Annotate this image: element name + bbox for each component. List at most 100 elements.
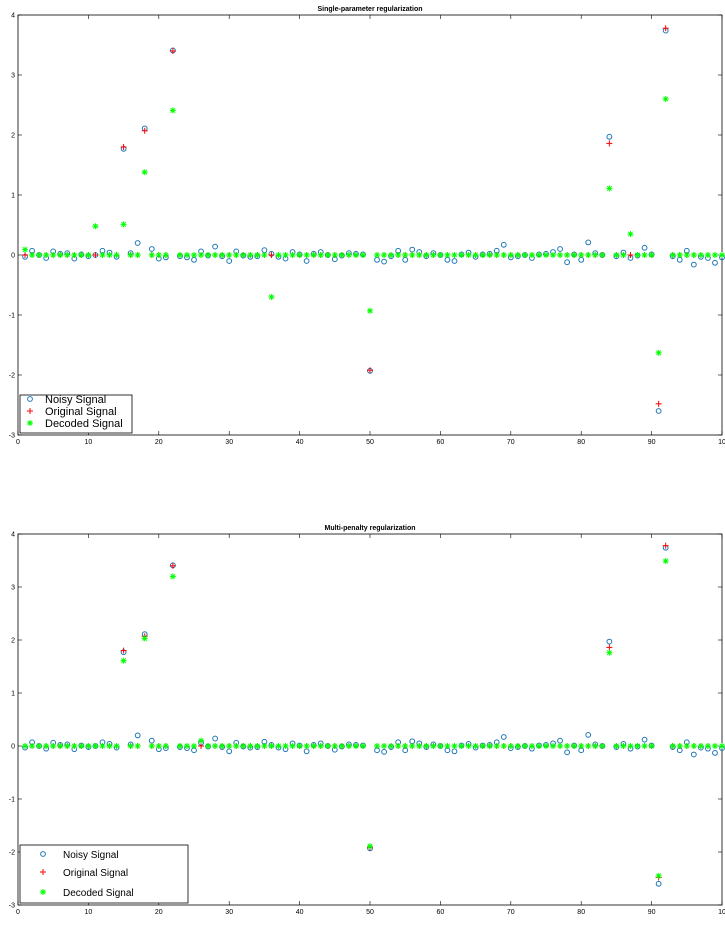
data-point xyxy=(50,743,57,749)
x-tick-label: 10 xyxy=(85,909,93,916)
data-point xyxy=(571,743,578,749)
data-point xyxy=(296,743,303,749)
data-point xyxy=(395,252,402,258)
data-point xyxy=(233,743,240,749)
data-point xyxy=(317,743,324,749)
data-point xyxy=(444,252,451,258)
data-point xyxy=(261,743,268,749)
data-point xyxy=(578,256,585,263)
data-point xyxy=(50,252,57,258)
data-point xyxy=(317,252,324,258)
data-point xyxy=(472,743,479,749)
data-point xyxy=(451,258,458,264)
data-point xyxy=(543,743,549,749)
data-point xyxy=(409,252,416,258)
data-point xyxy=(367,307,373,314)
data-point xyxy=(564,252,571,258)
data-point xyxy=(331,743,338,749)
legend-label: Noisy Signal xyxy=(45,394,106,406)
data-point xyxy=(676,256,683,263)
data-point xyxy=(176,743,183,749)
data-point xyxy=(557,246,563,252)
data-point xyxy=(240,743,247,749)
data-point xyxy=(113,743,120,749)
data-point xyxy=(543,252,549,258)
data-point xyxy=(514,743,521,749)
data-point xyxy=(254,252,261,258)
data-point xyxy=(155,252,162,258)
x-tick-label: 20 xyxy=(155,439,163,446)
data-point xyxy=(338,252,345,258)
data-point xyxy=(655,872,662,879)
legend-label: Noisy Signal xyxy=(63,850,119,861)
data-point xyxy=(528,252,535,258)
data-point xyxy=(268,294,275,300)
data-point xyxy=(296,252,303,258)
data-point xyxy=(183,252,190,258)
chart-title: Single-parameter regularization xyxy=(317,6,422,13)
legend-label: Decoded Signal xyxy=(45,418,123,430)
data-point xyxy=(564,749,571,756)
x-tick-label: 60 xyxy=(437,909,445,916)
data-point xyxy=(662,558,669,565)
data-point xyxy=(374,743,381,749)
data-point xyxy=(191,256,197,263)
data-point xyxy=(648,743,655,749)
data-point xyxy=(585,239,592,246)
data-point xyxy=(374,256,380,263)
data-point xyxy=(148,252,155,258)
data-point xyxy=(599,252,606,258)
data-point xyxy=(388,743,395,749)
series-noisy-signal xyxy=(22,544,725,887)
data-point xyxy=(388,252,395,258)
data-point xyxy=(345,252,352,258)
legend-marker xyxy=(27,396,33,402)
y-tick-label: -2 xyxy=(9,850,15,857)
data-point xyxy=(303,748,310,755)
data-point xyxy=(662,96,669,102)
data-point xyxy=(275,743,282,749)
data-point xyxy=(78,743,85,749)
data-point xyxy=(374,252,381,258)
data-point xyxy=(205,252,212,258)
data-point xyxy=(641,252,648,258)
legend-marker xyxy=(27,408,33,414)
data-point xyxy=(226,748,233,755)
data-point xyxy=(169,107,176,114)
data-point xyxy=(134,252,141,258)
x-tick-label: 50 xyxy=(366,439,374,446)
data-point xyxy=(683,252,690,258)
data-point xyxy=(381,748,387,755)
series-original-signal xyxy=(22,25,725,407)
data-point xyxy=(423,743,430,749)
data-point xyxy=(458,252,465,258)
data-point xyxy=(627,743,634,749)
data-point xyxy=(535,743,542,749)
chart-title: Multi-penalty regularization xyxy=(324,525,415,532)
data-point xyxy=(324,252,331,258)
data-point xyxy=(191,252,197,258)
data-point xyxy=(345,743,352,749)
x-tick-label: 20 xyxy=(155,909,163,916)
data-point xyxy=(29,743,36,749)
data-point xyxy=(303,252,310,258)
data-point xyxy=(120,221,127,228)
data-point xyxy=(402,252,409,258)
data-point xyxy=(451,743,458,749)
data-point xyxy=(472,252,479,258)
data-point xyxy=(606,644,613,651)
legend-label: Original Signal xyxy=(45,406,117,418)
y-tick-label: 3 xyxy=(11,73,15,80)
data-point xyxy=(92,223,99,230)
x-tick-label: 30 xyxy=(225,439,233,446)
data-point xyxy=(697,252,704,258)
data-point xyxy=(719,743,725,749)
data-point xyxy=(261,247,268,254)
data-point xyxy=(711,743,718,749)
x-tick-label: 70 xyxy=(507,909,515,916)
y-tick-label: 0 xyxy=(11,744,15,751)
data-point xyxy=(500,734,507,740)
data-point xyxy=(29,252,36,258)
y-tick-label: 2 xyxy=(11,638,15,645)
